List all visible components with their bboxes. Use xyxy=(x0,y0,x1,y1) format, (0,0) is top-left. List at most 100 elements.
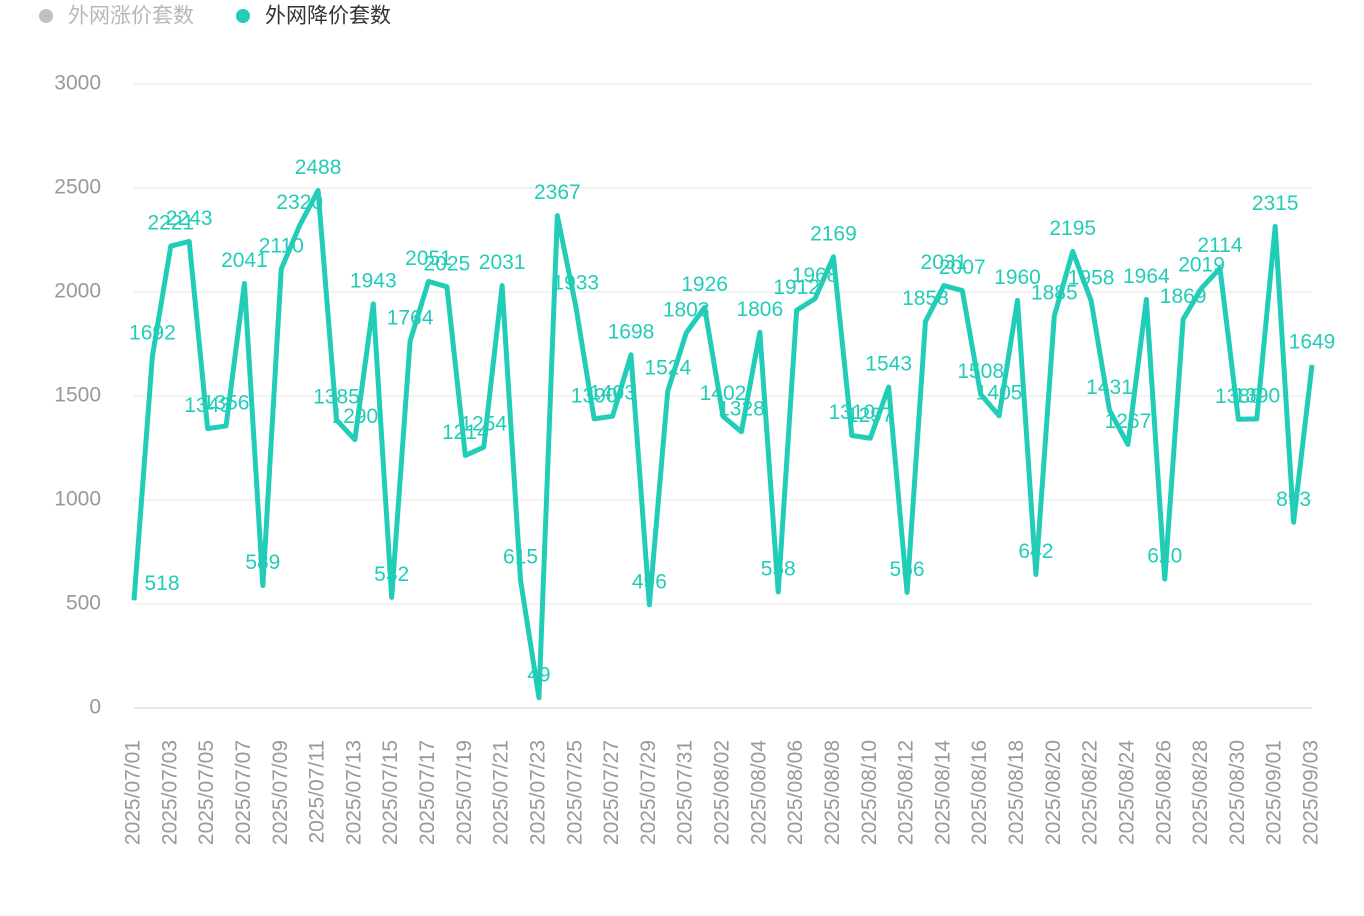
x-tick-label: 2025/07/15 xyxy=(379,740,402,845)
data-label: 1926 xyxy=(681,273,728,296)
data-label: 1385 xyxy=(313,385,360,408)
legend-marker[interactable] xyxy=(236,9,250,23)
data-label: 1297 xyxy=(847,404,894,427)
x-tick-label: 2025/09/03 xyxy=(1300,740,1323,845)
data-label: 2114 xyxy=(1197,234,1242,257)
data-label: 1214 xyxy=(442,421,489,444)
x-tick-label: 2025/07/27 xyxy=(600,740,623,845)
x-tick-label: 2025/08/16 xyxy=(968,740,991,845)
x-tick-label: 2025/07/31 xyxy=(674,740,697,845)
data-line xyxy=(131,187,1315,701)
y-tick-label: 0 xyxy=(89,696,101,719)
x-tick-label: 2025/07/13 xyxy=(342,740,365,845)
x-tick-label: 2025/08/20 xyxy=(1042,740,1065,845)
y-tick-label: 1000 xyxy=(54,488,101,511)
data-label: 1356 xyxy=(203,391,250,414)
data-label: 2110 xyxy=(259,235,304,258)
data-label: 2007 xyxy=(939,256,986,279)
x-tick-label: 2025/07/23 xyxy=(526,740,549,845)
data-label: 1964 xyxy=(1123,265,1170,288)
data-label: 1403 xyxy=(589,382,636,405)
x-tick-label: 2025/07/25 xyxy=(563,740,586,845)
x-tick-label: 2025/09/01 xyxy=(1263,740,1286,845)
data-label: 1254 xyxy=(460,413,507,436)
data-label: 642 xyxy=(1018,540,1053,563)
x-tick-label: 2025/07/17 xyxy=(416,740,439,845)
x-tick-label: 2025/08/06 xyxy=(784,740,807,845)
data-label: 1943 xyxy=(350,269,397,292)
x-tick-label: 2025/08/30 xyxy=(1226,740,1249,845)
x-tick-label: 2025/08/14 xyxy=(931,740,954,845)
data-label: 1764 xyxy=(387,307,434,330)
data-label: 1388 xyxy=(1215,385,1262,408)
legend-label[interactable]: 外网降价套数 xyxy=(265,5,391,28)
data-label: 1390 xyxy=(1233,384,1280,407)
data-label: 1390 xyxy=(571,384,618,407)
x-tick-label: 2025/07/05 xyxy=(195,740,218,845)
data-label: 1933 xyxy=(552,271,599,294)
data-label: 532 xyxy=(374,563,409,586)
data-label: 1885 xyxy=(1031,281,1078,304)
x-tick-label: 2025/07/11 xyxy=(306,740,329,844)
data-label: 1649 xyxy=(1289,331,1336,354)
data-label: 2367 xyxy=(534,181,581,204)
data-label: 2221 xyxy=(147,212,194,235)
x-tick-label: 2025/08/04 xyxy=(747,740,770,845)
data-label: 1858 xyxy=(902,287,949,310)
data-label: 1912 xyxy=(773,276,820,299)
data-label: 1524 xyxy=(644,357,691,380)
data-label: 1958 xyxy=(1068,266,1115,289)
data-label: 620 xyxy=(1147,545,1182,568)
legend-marker[interactable] xyxy=(39,9,53,23)
data-label: 1508 xyxy=(957,360,1004,383)
data-label: 1543 xyxy=(865,353,912,376)
data-label: 1692 xyxy=(129,322,176,345)
x-tick-label: 2025/07/03 xyxy=(158,740,181,845)
legend-label[interactable]: 外网涨价套数 xyxy=(68,5,194,28)
data-label: 556 xyxy=(890,558,925,581)
data-label: 496 xyxy=(632,570,667,593)
data-label: 558 xyxy=(761,557,796,580)
data-label: 1803 xyxy=(663,299,710,322)
data-label: 589 xyxy=(245,551,280,574)
data-label: 1267 xyxy=(1105,410,1152,433)
data-label: 1968 xyxy=(792,264,839,287)
data-label: 1343 xyxy=(184,394,231,417)
data-label: 2315 xyxy=(1252,192,1299,215)
data-label: 1405 xyxy=(976,381,1023,404)
x-tick-label: 2025/08/12 xyxy=(895,740,918,845)
data-label: 1869 xyxy=(1160,285,1207,308)
x-tick-label: 2025/08/26 xyxy=(1152,740,1175,845)
data-label: 1698 xyxy=(608,320,655,343)
data-label: 2031 xyxy=(921,251,968,274)
data-label: 2320 xyxy=(276,191,323,214)
data-label: 2243 xyxy=(166,207,213,230)
data-label: 2019 xyxy=(1178,254,1225,277)
x-tick-label: 2025/08/22 xyxy=(1079,740,1102,845)
x-tick-label: 2025/08/08 xyxy=(821,740,844,845)
data-label: 1960 xyxy=(994,266,1041,289)
y-tick-label: 500 xyxy=(66,592,101,615)
data-label: 1402 xyxy=(700,382,747,405)
y-tick-label: 2000 xyxy=(54,280,101,303)
x-tick-label: 2025/07/29 xyxy=(637,740,660,845)
x-tick-label: 2025/07/09 xyxy=(269,740,292,845)
x-tick-label: 2025/07/01 xyxy=(122,740,145,845)
data-label: 2031 xyxy=(479,251,526,274)
data-label: 1328 xyxy=(718,397,765,420)
y-tick-label: 3000 xyxy=(54,72,101,95)
data-label: 2041 xyxy=(221,249,268,272)
x-tick-label: 2025/07/19 xyxy=(453,740,476,845)
data-label: 2025 xyxy=(424,252,471,275)
data-label: 1290 xyxy=(332,405,379,428)
x-tick-label: 2025/08/24 xyxy=(1115,740,1138,845)
y-tick-label: 1500 xyxy=(54,384,101,407)
data-label: 518 xyxy=(144,572,179,595)
x-tick-label: 2025/08/10 xyxy=(858,740,881,845)
data-label: 1806 xyxy=(736,298,783,321)
data-label: 2488 xyxy=(295,156,342,179)
data-label: 2051 xyxy=(405,247,452,270)
data-label: 49 xyxy=(527,663,550,686)
data-label: 2195 xyxy=(1049,217,1096,240)
